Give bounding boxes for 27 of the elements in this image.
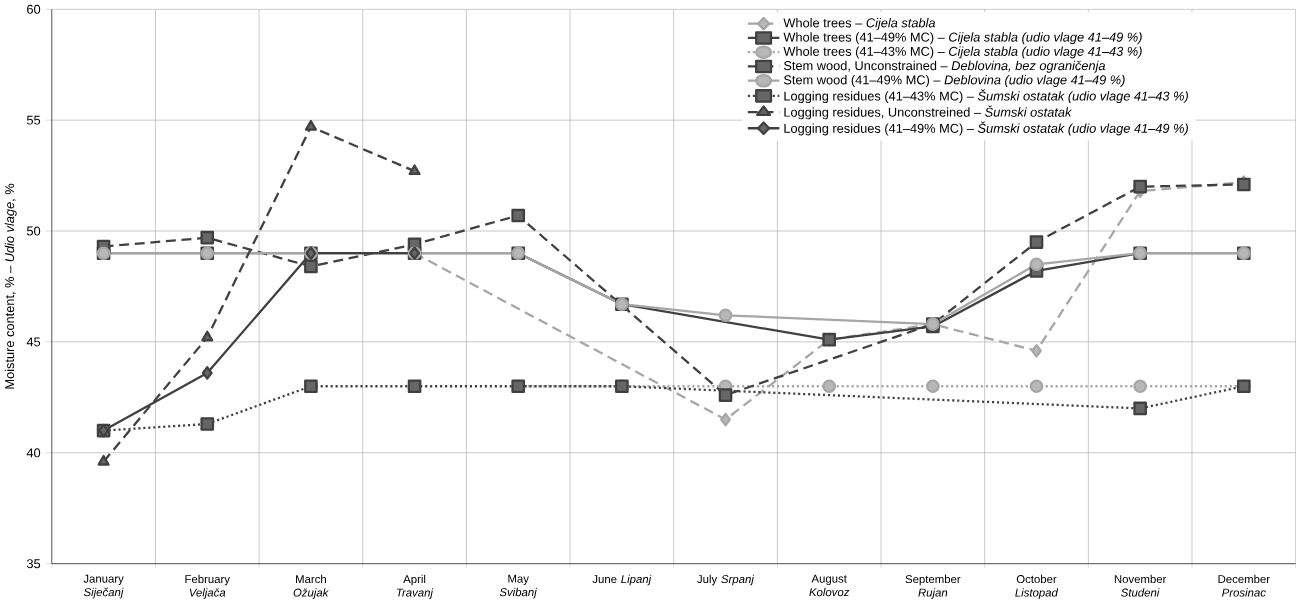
legend-label: Logging residues (41–49% MC) – Šumski ostatak (udio vlage 41–49 %) bbox=[784, 121, 1188, 136]
y-tick-label: 40 bbox=[26, 448, 41, 458]
y-tick-label: 60 bbox=[27, 4, 41, 14]
legend-label: Stem wood, Unconstrained – Deblovina, bez ograničenja bbox=[783, 60, 1106, 73]
x-tick-label: February Veljača bbox=[185, 574, 230, 600]
x-tick-label: January Siječanj bbox=[83, 574, 124, 599]
legend-label: Whole trees (41–43% MC) – Cijela stabla (udio vlage 41–43 %) bbox=[783, 46, 1142, 59]
y-tick-label: 55 bbox=[26, 115, 41, 125]
y-tick-label: 35 bbox=[26, 559, 41, 569]
legend-label: Whole trees (41–49% MC) – Cijela stabla (udio vlage 41–49 %) bbox=[783, 32, 1142, 45]
legend-label: Whole trees – Cijela stabla bbox=[783, 18, 936, 31]
y-axis-title: Moisture content, % – Udio vlage, % bbox=[4, 184, 17, 389]
x-tick-label: June Lipanj bbox=[592, 574, 652, 586]
x-tick-label: April Travanj bbox=[396, 574, 434, 600]
x-tick-label: May Svibanj bbox=[499, 574, 537, 599]
legend-label: Logging residues (41–43% MC) – Šumski ostatak (udio vlage 41–43 %) bbox=[784, 89, 1188, 104]
x-tick-label: March Ožujak bbox=[293, 574, 329, 600]
x-tick-label: September Rujan bbox=[905, 574, 961, 600]
legend-label: Logging residues, Unconstreined – Šumski ostatak bbox=[784, 105, 1072, 120]
x-tick-label: August Kolovoz bbox=[809, 574, 850, 597]
y-tick-label: 50 bbox=[26, 226, 41, 236]
x-tick-label: July Srpanj bbox=[697, 574, 755, 586]
x-tick-label: November Studeni bbox=[1114, 574, 1167, 597]
x-tick-label: October Listopad bbox=[1015, 574, 1059, 600]
y-tick-label: 45 bbox=[26, 337, 41, 347]
x-tick-label: December Prosinac bbox=[1218, 574, 1270, 597]
legend-label: Stem wood (41–49% MC) – Deblovina (udio vlage 41–49 %) bbox=[783, 75, 1125, 88]
